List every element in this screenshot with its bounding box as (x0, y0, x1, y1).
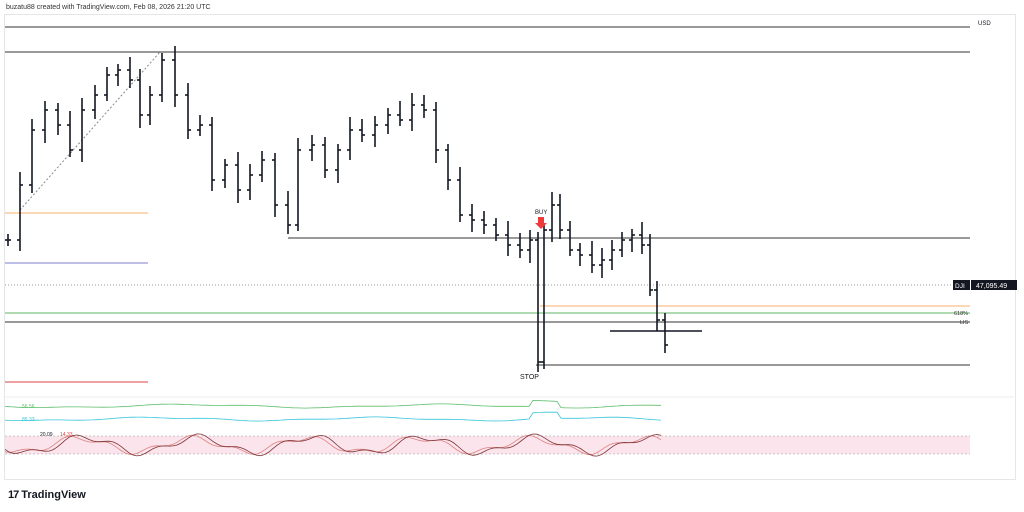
currency-label: USD (978, 21, 991, 27)
ohlc-bars (5, 46, 668, 372)
trend-dotted-line (19, 51, 161, 211)
chart-credit: buzatu88 created with TradingView.com, F… (6, 4, 211, 11)
stoch-k-value: 20.09 (40, 432, 53, 438)
stoch-k-line (4, 433, 662, 457)
buy-label: BUY (535, 210, 547, 216)
lis-label: LIS (960, 320, 969, 326)
indicator1-value: 56.56 (22, 404, 35, 410)
stoch-band (5, 436, 970, 454)
price-badge-bg (971, 280, 1017, 290)
last-price-badge: DJI 47,095.49 (953, 280, 1017, 290)
symbol-badge-text: DJI (955, 283, 965, 290)
stoch-d-line (4, 434, 662, 456)
chart-frame (4, 14, 1016, 480)
tradingview-logo-text: TradingView (21, 489, 86, 501)
buy-arrow-icon (535, 217, 547, 229)
tradingview-logo[interactable]: 17 TradingView (8, 489, 86, 501)
stoch-d-value: 14.33 (60, 432, 73, 438)
symbol-badge-bg (953, 280, 970, 290)
fib-618-label: 618% (954, 311, 968, 317)
indicator2-line (4, 411, 662, 422)
indicator1-line (4, 399, 661, 409)
indicator2-value: 85.33 (22, 417, 35, 423)
stop-label: STOP (520, 374, 539, 381)
price-badge-text: 47,095.49 (976, 283, 1007, 290)
tradingview-logo-icon: 17 (8, 489, 19, 501)
